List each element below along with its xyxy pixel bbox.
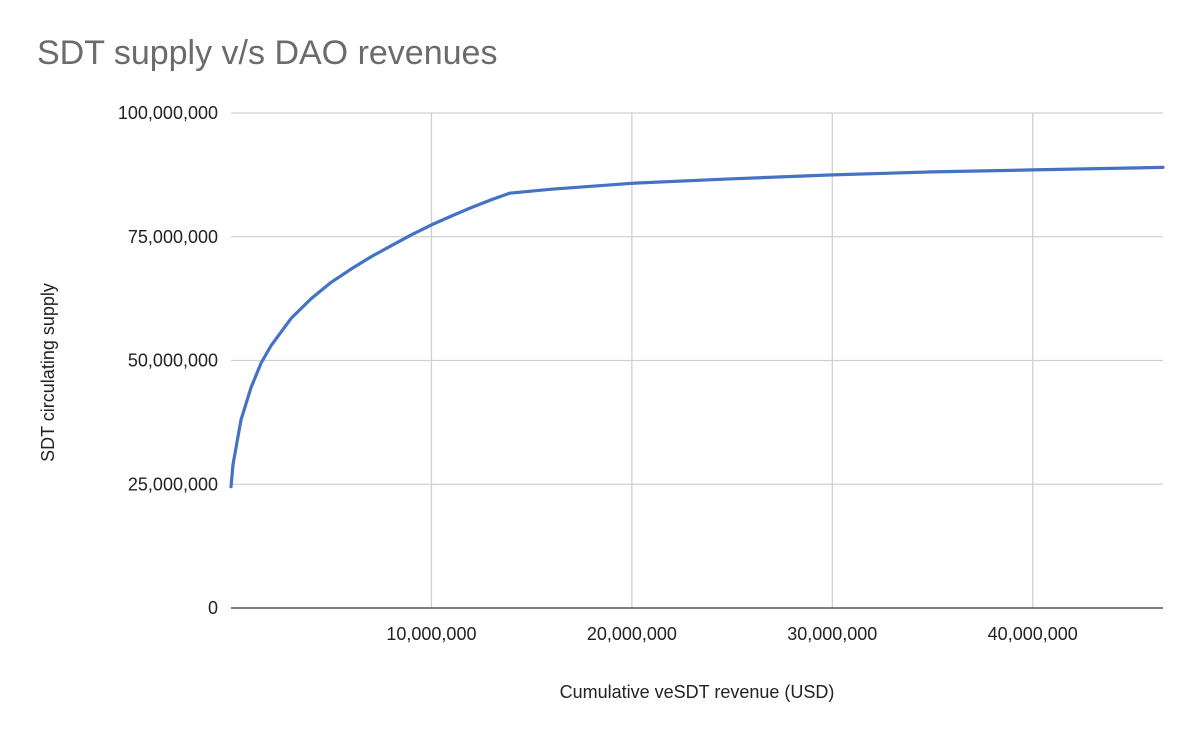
y-tick-label: 0 <box>208 598 218 618</box>
grid-layer <box>231 112 1163 608</box>
series-line <box>229 165 1165 489</box>
x-tick-label: 10,000,000 <box>386 624 476 644</box>
y-tick-label: 75,000,000 <box>128 227 218 247</box>
x-tick-label: 30,000,000 <box>787 624 877 644</box>
y-axis-title: SDT circulating supply <box>38 283 58 462</box>
label-layer: 0 25,000,000 50,000,000 75,000,000 100,000,0… <box>118 103 1078 644</box>
x-tick-label: 40,000,000 <box>988 624 1078 644</box>
y-tick-label: 50,000,000 <box>128 351 218 371</box>
y-tick-label: 100,000,000 <box>118 103 218 123</box>
y-tick-label: 25,000,000 <box>128 474 218 494</box>
series-layer <box>229 165 1165 489</box>
x-axis-title: Cumulative veSDT revenue (USD) <box>560 682 835 702</box>
chart-title: SDT supply v/s DAO revenues <box>37 34 498 72</box>
x-tick-label: 20,000,000 <box>587 624 677 644</box>
